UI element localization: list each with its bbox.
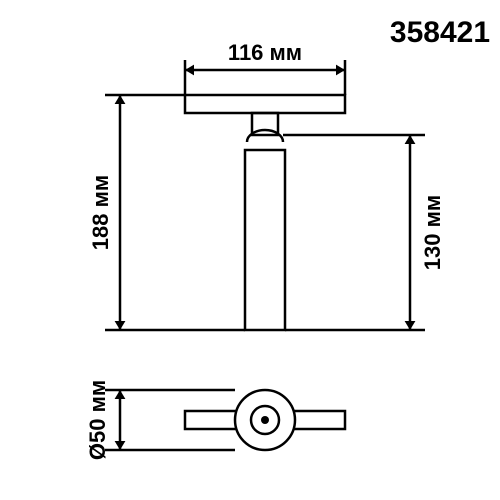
dim-diameter-label: Ø50 мм bbox=[85, 380, 110, 460]
product-id: 358421 bbox=[390, 16, 490, 49]
dim-height-label: 188 мм bbox=[88, 175, 113, 250]
dim-body-height-label: 130 мм bbox=[420, 195, 445, 270]
tube-center-dot bbox=[261, 416, 269, 424]
tube-side bbox=[245, 150, 285, 330]
dim-width-label: 116 мм bbox=[228, 40, 302, 65]
mounting-plate-side bbox=[185, 95, 345, 113]
